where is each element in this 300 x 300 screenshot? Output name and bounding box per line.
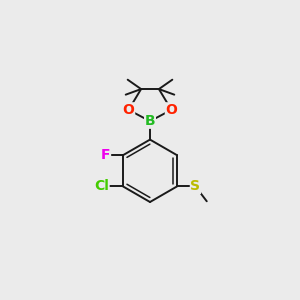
Text: Cl: Cl bbox=[94, 179, 109, 194]
Text: B: B bbox=[145, 114, 155, 128]
Text: O: O bbox=[123, 103, 134, 117]
Text: F: F bbox=[101, 148, 110, 162]
Text: S: S bbox=[190, 179, 200, 194]
Text: O: O bbox=[166, 103, 177, 117]
